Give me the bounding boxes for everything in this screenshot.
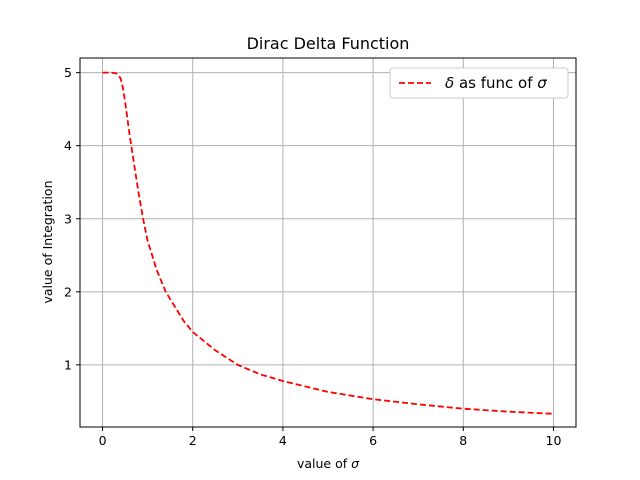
x-tick-label: 8 [459, 433, 467, 448]
legend: δ as func of σ [389, 67, 569, 99]
x-axis-label-sigma: σ [351, 456, 360, 471]
plot-background [80, 58, 576, 427]
x-tick-label: 10 [546, 433, 562, 448]
plot-frame [79, 57, 577, 428]
x-axis-label: value of σ [297, 456, 360, 471]
y-tick-label: 4 [64, 138, 72, 153]
x-tick-label: 0 [99, 433, 107, 448]
y-tick-label: 3 [64, 211, 72, 226]
series-line [102, 71, 554, 415]
legend-box [389, 67, 569, 99]
legend-label: δ as func of σ [445, 74, 547, 92]
x-tick-label: 4 [279, 433, 287, 448]
legend-sigma: σ [537, 74, 547, 92]
y-tick-label: 2 [64, 284, 72, 299]
y-tick-label: 5 [64, 65, 72, 80]
chart-title: Dirac Delta Function [247, 34, 410, 53]
y-tick-label: 1 [64, 357, 72, 372]
x-axis-label-text: value of [297, 456, 351, 471]
legend-middle-text: as func of [454, 74, 537, 92]
x-tick-label: 6 [369, 433, 377, 448]
y-axis-label: value of Integration [40, 180, 55, 303]
plot-series [102, 71, 554, 415]
legend-delta: δ [445, 74, 454, 92]
grid [80, 58, 576, 427]
x-tick-label: 2 [189, 433, 197, 448]
